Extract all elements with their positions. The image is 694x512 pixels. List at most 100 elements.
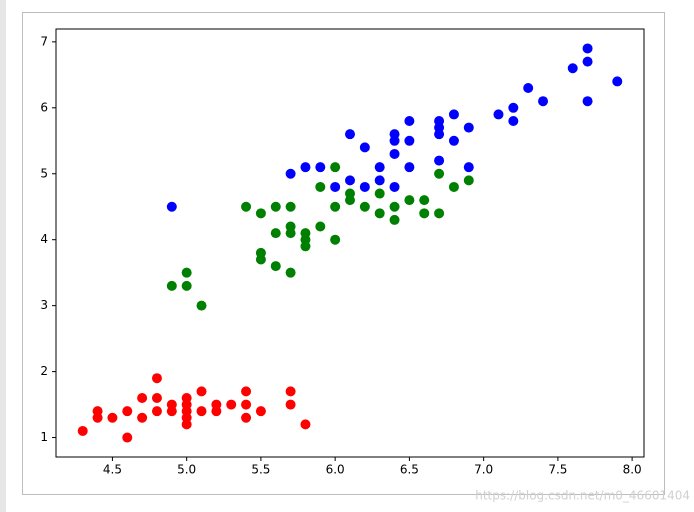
point (345, 195, 355, 206)
point (374, 175, 385, 186)
x-tick-label: 6.0 (326, 463, 345, 477)
point (359, 201, 370, 212)
x-tick-label: 5.5 (251, 463, 270, 477)
point (374, 188, 385, 199)
y-tick-label: 1 (40, 430, 48, 444)
figure-frame (22, 12, 665, 495)
point (315, 162, 326, 173)
point (255, 406, 266, 417)
point (330, 234, 341, 245)
y-tick-label: 3 (40, 298, 48, 312)
point (300, 241, 311, 252)
x-tick-label: 7.5 (548, 463, 567, 477)
point (419, 195, 430, 206)
point (404, 195, 415, 206)
point (404, 135, 415, 146)
point (137, 392, 148, 403)
point (434, 208, 445, 219)
point (389, 148, 400, 159)
watermark: https://blog.csdn.net/m0_46601404 (475, 489, 690, 503)
point (463, 122, 474, 133)
x-tick-label: 4.5 (103, 463, 122, 477)
point (404, 115, 415, 126)
point (330, 201, 341, 212)
point (300, 419, 311, 430)
point (270, 261, 281, 272)
point (419, 208, 430, 219)
point (434, 155, 445, 166)
point (122, 432, 133, 443)
point (463, 175, 474, 186)
point (345, 129, 355, 140)
point (389, 181, 400, 192)
point (255, 208, 266, 219)
point (567, 63, 578, 74)
point (122, 406, 133, 417)
y-tick-label: 4 (40, 232, 48, 246)
point (151, 373, 162, 384)
point (151, 406, 162, 417)
point (434, 168, 445, 179)
point (77, 425, 88, 436)
window-edge (0, 0, 6, 512)
point (448, 109, 459, 120)
point (582, 56, 593, 67)
point (166, 406, 177, 417)
point (166, 201, 177, 212)
point (404, 162, 415, 173)
point (508, 115, 519, 126)
point (315, 181, 326, 192)
point (359, 142, 370, 153)
point (582, 96, 593, 107)
point (330, 181, 341, 192)
point (92, 412, 103, 423)
point (285, 399, 296, 410)
point (255, 254, 266, 265)
point (612, 76, 623, 87)
point (463, 162, 474, 173)
x-tick-label: 7.0 (474, 463, 493, 477)
point (241, 399, 252, 410)
point (181, 267, 192, 278)
y-tick-label: 7 (40, 34, 48, 48)
point (389, 201, 400, 212)
point (137, 412, 148, 423)
point (196, 386, 207, 397)
point (389, 214, 400, 225)
point (538, 96, 549, 107)
point (285, 228, 296, 239)
point (285, 386, 296, 397)
point (211, 406, 222, 417)
point (241, 201, 252, 212)
point (270, 228, 281, 239)
y-tick-label: 6 (40, 100, 48, 114)
point (523, 83, 534, 94)
point (508, 102, 519, 113)
plot-area (55, 28, 645, 458)
point (196, 300, 207, 311)
point (241, 412, 252, 423)
point (151, 392, 162, 403)
point (434, 129, 445, 140)
point (448, 135, 459, 146)
point (226, 399, 237, 410)
point (285, 168, 296, 179)
point (359, 181, 370, 192)
point (181, 280, 192, 291)
point (166, 280, 177, 291)
x-tick-label: 6.5 (400, 463, 419, 477)
point (374, 162, 385, 173)
point (389, 135, 400, 146)
y-tick-label: 2 (40, 364, 48, 378)
point (241, 386, 252, 397)
x-tick-label: 5.0 (177, 463, 196, 477)
point (374, 208, 385, 219)
point (181, 419, 192, 430)
point (448, 181, 459, 192)
point (285, 201, 296, 212)
point (345, 175, 355, 186)
point (270, 201, 281, 212)
point (300, 162, 311, 173)
point (285, 267, 296, 278)
